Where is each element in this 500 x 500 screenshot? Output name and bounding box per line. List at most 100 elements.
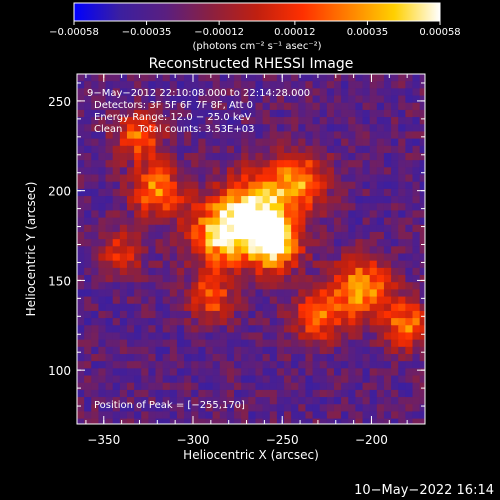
heatmap-cell [355, 282, 364, 290]
heatmap-cell [419, 346, 425, 355]
heatmap-cell [241, 117, 249, 125]
heatmap-cell [376, 339, 385, 348]
heatmap-cell [319, 152, 328, 161]
heatmap-cell [419, 117, 425, 125]
heatmap-cell [248, 95, 257, 104]
heatmap-cell [198, 289, 207, 298]
heatmap-cell [84, 375, 92, 384]
heatmap-cell [262, 131, 271, 140]
heatmap-cell [255, 339, 264, 348]
heatmap-cell [126, 339, 135, 348]
heatmap-cell [91, 354, 100, 362]
heatmap-cell [219, 152, 228, 161]
heatmap-cell [105, 160, 114, 168]
heatmap-cell [276, 239, 285, 247]
heatmap-cell [134, 260, 142, 269]
heatmap-cell [198, 325, 207, 334]
heatmap-cell [348, 260, 356, 269]
heatmap-cell [398, 267, 406, 276]
heatmap-cell [319, 145, 328, 154]
heatmap-cell [369, 239, 378, 247]
heatmap-cell [226, 224, 235, 233]
heatmap-cell [198, 203, 207, 212]
heatmap-cell [134, 174, 142, 183]
heatmap-cell [112, 102, 121, 111]
heatmap-cell [419, 124, 425, 133]
heatmap-cell [398, 88, 406, 97]
heatmap-cell [119, 246, 128, 255]
heatmap-cell [391, 246, 399, 255]
heatmap-cell [305, 375, 314, 384]
heatmap-cell [362, 117, 371, 125]
heatmap-cell [383, 382, 392, 391]
heatmap-cell [348, 239, 356, 247]
heatmap-cell [305, 74, 314, 82]
heatmap-cell [362, 411, 371, 420]
heatmap-cell [269, 346, 278, 355]
heatmap-cell [119, 310, 128, 319]
heatmap-cell [191, 253, 199, 262]
heatmap-cell [91, 253, 100, 262]
heatmap-cell [119, 239, 128, 247]
heatmap-cell [226, 325, 235, 334]
heatmap-cell [198, 167, 207, 176]
heatmap-cell [312, 188, 321, 197]
heatmap-cell [219, 361, 228, 369]
heatmap-cell [362, 404, 371, 413]
heatmap-cell [184, 138, 192, 147]
heatmap-cell [284, 74, 292, 82]
heatmap-cell [126, 382, 135, 391]
heatmap-cell [362, 246, 371, 255]
heatmap-cell [148, 210, 157, 219]
heatmap-cell [333, 389, 342, 398]
heatmap-cell [141, 368, 149, 377]
heatmap-cell [248, 368, 257, 377]
heatmap-cell [362, 310, 371, 319]
heatmap-cell [362, 275, 371, 283]
heatmap-cell [226, 167, 235, 176]
heatmap-cell [391, 88, 399, 97]
heatmap-cell [112, 145, 121, 154]
heatmap-cell [398, 95, 406, 104]
heatmap-cell [98, 239, 107, 247]
heatmap-cell [226, 160, 235, 168]
heatmap-cell [205, 152, 214, 161]
heatmap-cell [162, 310, 171, 319]
heatmap-cell [412, 246, 421, 255]
heatmap-cell [126, 160, 135, 168]
heatmap-cell [134, 95, 142, 104]
heatmap-cell [326, 361, 335, 369]
heatmap-cell [191, 188, 199, 197]
heatmap-cell [91, 404, 100, 413]
heatmap-cell [226, 310, 235, 319]
heatmap-cell [341, 296, 349, 305]
heatmap-cell [305, 203, 314, 212]
heatmap-cell [348, 88, 356, 97]
heatmap-cell [126, 310, 135, 319]
heatmap-cell [119, 74, 128, 82]
heatmap-cell [169, 368, 178, 377]
heatmap-cell [262, 346, 271, 355]
heatmap-cell [119, 217, 128, 226]
heatmap-cell [262, 102, 271, 111]
heatmap-cell [305, 181, 314, 190]
heatmap-cell [298, 282, 307, 290]
heatmap-cell [398, 138, 406, 147]
heatmap-cell [269, 196, 278, 204]
heatmap-cell [355, 361, 364, 369]
heatmap-cell [169, 196, 178, 204]
heatmap-cell [176, 124, 185, 133]
heatmap-cell [355, 368, 364, 377]
heatmap-cell [198, 418, 207, 424]
heatmap-cell [312, 152, 321, 161]
heatmap-cell [291, 174, 299, 183]
heatmap-cell [169, 267, 178, 276]
heatmap-cell [391, 145, 399, 154]
heatmap-cell [255, 203, 264, 212]
heatmap-cell [355, 74, 364, 82]
heatmap-cell [141, 152, 149, 161]
heatmap-cell [276, 152, 285, 161]
heatmap-cell [205, 354, 214, 362]
heatmap-cell [105, 203, 114, 212]
heatmap-cell [305, 88, 314, 97]
